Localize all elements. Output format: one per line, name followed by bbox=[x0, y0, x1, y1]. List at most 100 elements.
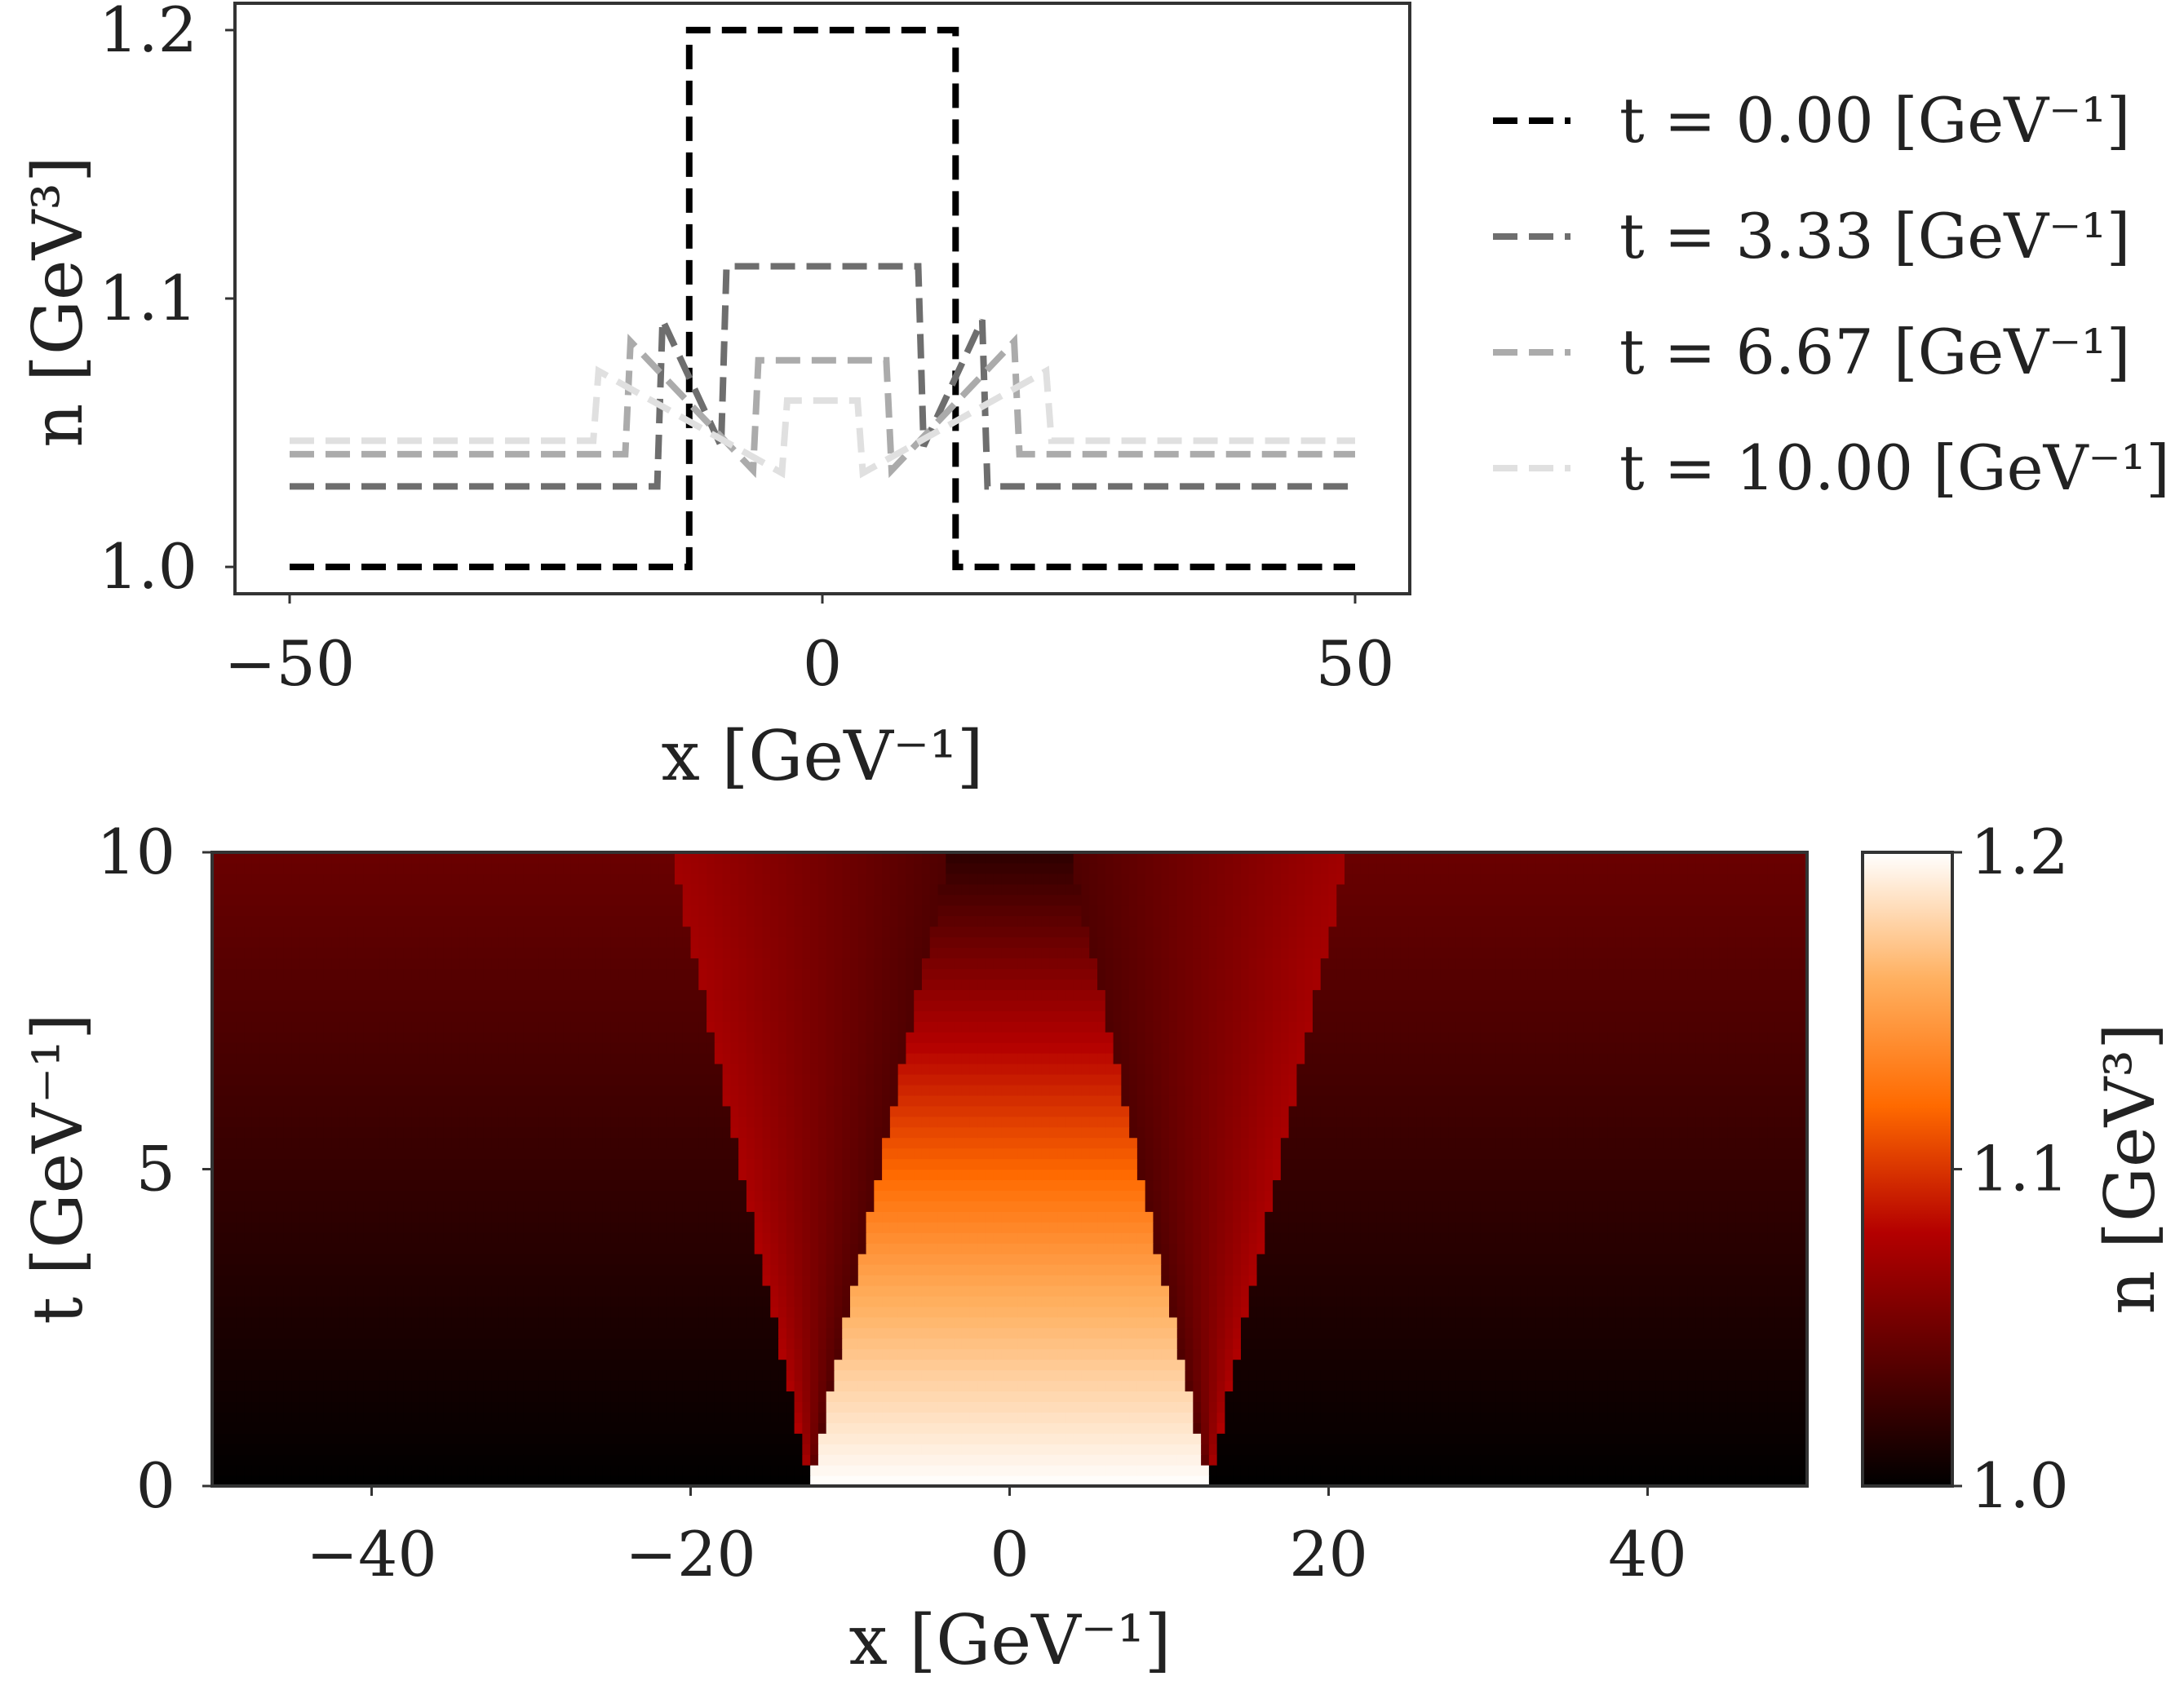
heatmap-cell bbox=[538, 1295, 548, 1307]
heatmap-cell bbox=[857, 1275, 867, 1286]
heatmap-cell bbox=[498, 1454, 508, 1466]
heatmap-cell bbox=[810, 1243, 819, 1254]
heatmap-cell bbox=[1639, 1369, 1649, 1382]
heatmap-cell bbox=[850, 1222, 859, 1233]
heatmap-cell bbox=[1017, 1369, 1026, 1382]
heatmap-cell bbox=[427, 1338, 436, 1350]
heatmap-cell bbox=[578, 1316, 588, 1329]
heatmap-cell bbox=[682, 1243, 692, 1254]
heatmap-cell bbox=[339, 1338, 348, 1350]
heatmap-cell bbox=[483, 1254, 492, 1265]
heatmap-cell bbox=[1711, 1433, 1721, 1444]
heatmap-cell bbox=[1783, 1369, 1792, 1382]
heatmap-cell bbox=[228, 1243, 237, 1254]
heatmap-cell bbox=[1312, 1285, 1322, 1297]
heatmap-cell bbox=[411, 1369, 420, 1382]
heatmap-cell bbox=[236, 1338, 245, 1350]
heatmap-cell bbox=[897, 1401, 907, 1413]
heatmap-cell bbox=[507, 1243, 516, 1254]
heatmap-cell bbox=[435, 1444, 445, 1455]
heatmap-cell bbox=[498, 1422, 508, 1434]
heatmap-cell bbox=[1455, 1380, 1465, 1392]
heatmap-cell bbox=[842, 1243, 851, 1254]
heatmap-cell bbox=[1719, 1316, 1728, 1329]
heatmap-cell bbox=[1185, 1295, 1194, 1307]
heatmap-cell bbox=[874, 1380, 883, 1392]
heatmap-cell bbox=[682, 1232, 692, 1244]
heatmap-cell bbox=[587, 1275, 596, 1286]
heatmap-cell bbox=[754, 1316, 764, 1329]
heatmap-cell bbox=[1097, 1306, 1106, 1318]
heatmap-cell bbox=[866, 1454, 875, 1466]
heatmap-cell bbox=[1615, 1243, 1624, 1254]
heatmap-cell bbox=[1743, 1465, 1752, 1476]
heatmap-cell bbox=[1552, 1348, 1561, 1360]
heatmap-cell bbox=[993, 1254, 1003, 1265]
heatmap-cell bbox=[1161, 1327, 1170, 1339]
heatmap-cell bbox=[1265, 1444, 1274, 1455]
heatmap-cell bbox=[1480, 1316, 1489, 1329]
heatmap-cell bbox=[842, 1422, 851, 1434]
heatmap-cell bbox=[1129, 1454, 1138, 1466]
heatmap-cell bbox=[610, 1359, 620, 1371]
heatmap-cell bbox=[1240, 1327, 1250, 1339]
heatmap-cell bbox=[1161, 1369, 1170, 1382]
heatmap-cell bbox=[1145, 1264, 1154, 1276]
heatmap-cell bbox=[1225, 1475, 1234, 1486]
heatmap-cell bbox=[1599, 1275, 1609, 1286]
heatmap-cell bbox=[1233, 1433, 1242, 1444]
heatmap-cell bbox=[587, 1232, 596, 1244]
heatmap-cell bbox=[1416, 1338, 1425, 1350]
heatmap-cell bbox=[1631, 1412, 1641, 1423]
heatmap-cell bbox=[1759, 1316, 1768, 1329]
heatmap-cell bbox=[1169, 1465, 1178, 1476]
heatmap-cell bbox=[411, 1327, 420, 1339]
heatmap-cell bbox=[1057, 1264, 1066, 1276]
heatmap-cell bbox=[802, 1243, 811, 1254]
heatmap-cell bbox=[690, 1465, 699, 1476]
heatmap-cell bbox=[348, 1412, 357, 1423]
heatmap-cell bbox=[1208, 1475, 1218, 1486]
heatmap-cell bbox=[1455, 1316, 1465, 1329]
heatmap-cell bbox=[1360, 1327, 1369, 1339]
heatmap-cell bbox=[1455, 1243, 1465, 1254]
heatmap-cell bbox=[515, 1454, 524, 1466]
heatmap-cell bbox=[1424, 1264, 1433, 1276]
heatmap-cell bbox=[1759, 1285, 1768, 1297]
heatmap-cell bbox=[555, 1465, 564, 1476]
heatmap-cell bbox=[690, 1369, 699, 1382]
heatmap-cell bbox=[1527, 1295, 1537, 1307]
heatmap-cell bbox=[1448, 1306, 1457, 1318]
heatmap-cell bbox=[348, 1316, 357, 1329]
heatmap-cell bbox=[1153, 1338, 1162, 1350]
heatmap-cell bbox=[1615, 1380, 1624, 1392]
heatmap-cell bbox=[770, 1222, 779, 1233]
heatmap-cell bbox=[587, 1264, 596, 1276]
heatmap-cell bbox=[1265, 1359, 1274, 1371]
heatmap-cell bbox=[531, 1359, 540, 1371]
heatmap-cell bbox=[906, 1316, 915, 1329]
heatmap-cell bbox=[348, 1254, 357, 1265]
heatmap-cell bbox=[578, 1412, 588, 1423]
heatmap-cell bbox=[794, 1338, 803, 1350]
heatmap-cell bbox=[1097, 1232, 1106, 1244]
heatmap-cell bbox=[1559, 1306, 1569, 1318]
heatmap-cell bbox=[1599, 1475, 1609, 1486]
heatmap-cell bbox=[1624, 1465, 1632, 1476]
heatmap-cell bbox=[834, 1412, 843, 1423]
heatmap-cell bbox=[491, 1243, 500, 1254]
heatmap-cell bbox=[1081, 1475, 1090, 1486]
heatmap-cell bbox=[1799, 1327, 1807, 1339]
heatmap-cell bbox=[1400, 1359, 1409, 1371]
heatmap-cell bbox=[1145, 1338, 1154, 1350]
heatmap-cell bbox=[1575, 1475, 1584, 1486]
heatmap-cell bbox=[1113, 1454, 1122, 1466]
heatmap-cell bbox=[921, 1412, 931, 1423]
heatmap-cell bbox=[1544, 1475, 1553, 1486]
heatmap-cell bbox=[1424, 1327, 1433, 1339]
heatmap-cell bbox=[1408, 1348, 1417, 1360]
heatmap-cell bbox=[906, 1243, 915, 1254]
heatmap-cell bbox=[1663, 1348, 1672, 1360]
heatmap-cell bbox=[707, 1254, 715, 1265]
heatmap-cell bbox=[1073, 1433, 1083, 1444]
